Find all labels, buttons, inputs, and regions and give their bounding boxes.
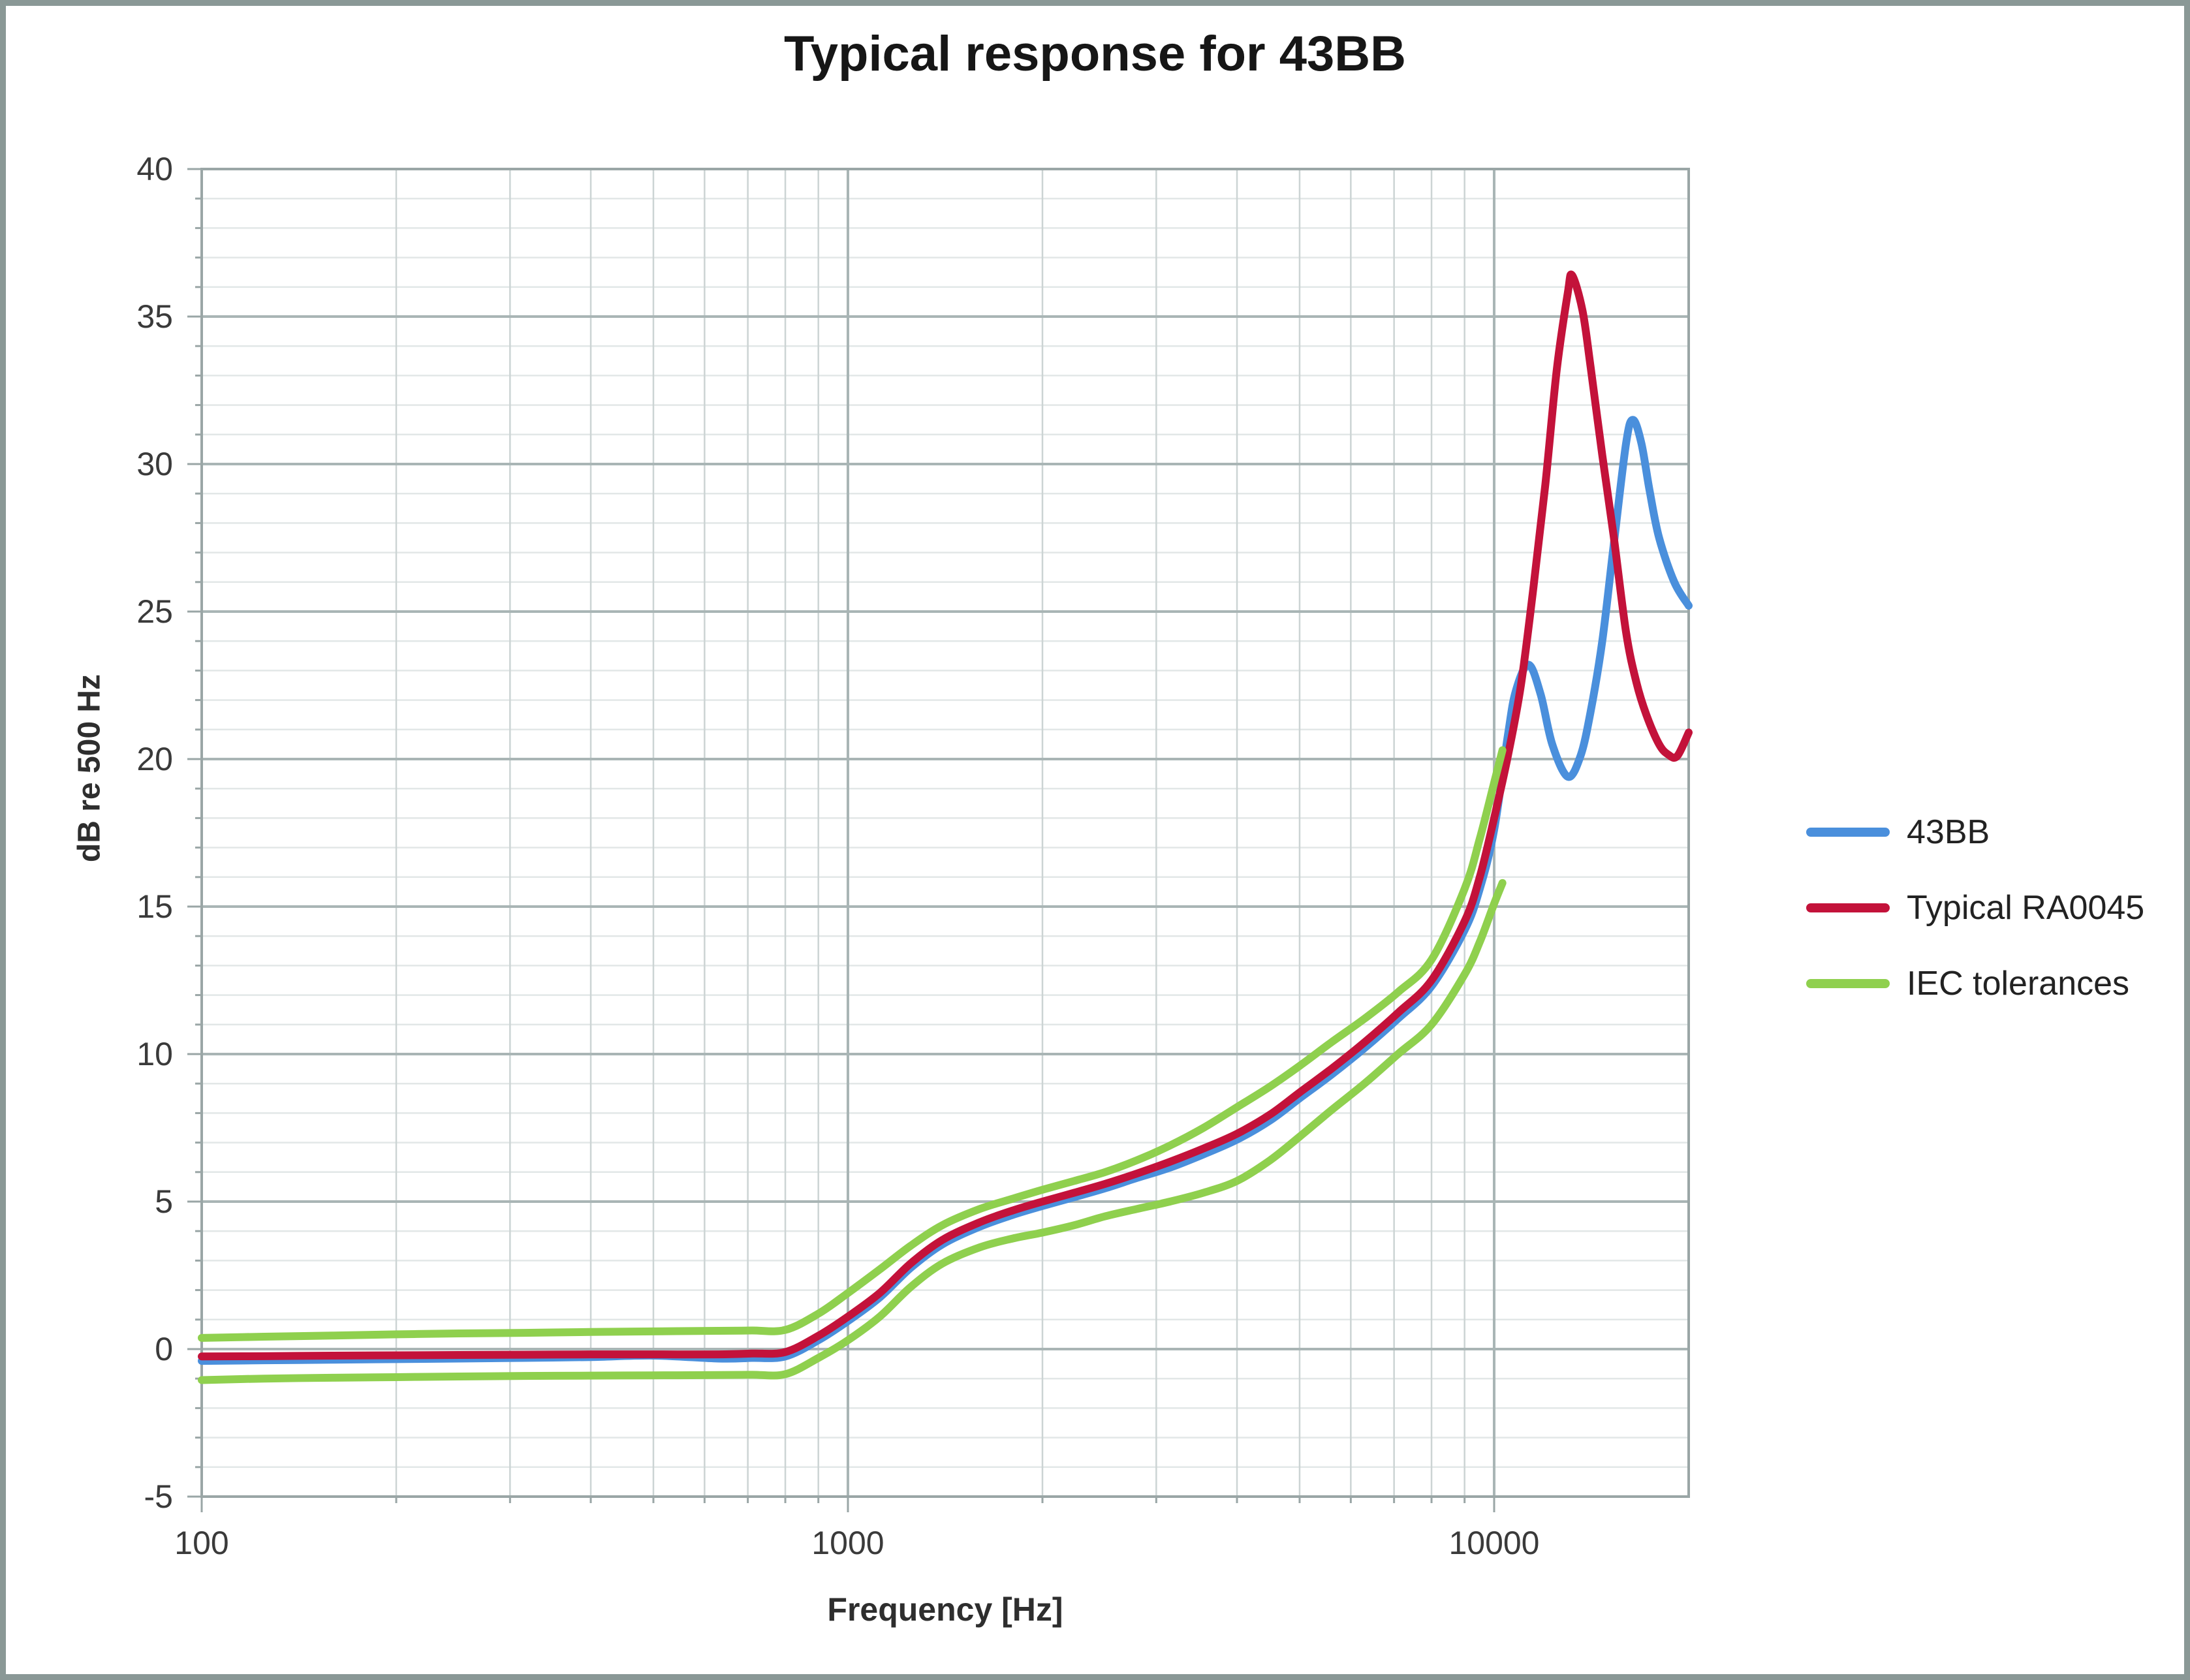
y-tick-label: 10 (136, 1036, 173, 1072)
x-tick-label: 100 (174, 1525, 228, 1561)
axis-ticks (187, 168, 1495, 1512)
y-tick-label: 5 (155, 1183, 173, 1220)
series-iec-tolerances-lower (198, 879, 1507, 1384)
series-iec-tolerances-upper (198, 746, 1507, 1342)
legend-row: 43BB (1806, 813, 2144, 852)
plot-border (200, 168, 1690, 1498)
gridlines-minor (202, 169, 1689, 1497)
legend: 43BB Typical RA0045 IEC tolerances (1806, 813, 2144, 1003)
legend-swatch-typical-ra0045 (1806, 903, 1890, 912)
x-tick-label: 1000 (811, 1525, 884, 1561)
frequency-response-chart: -5 0 5 10 15 20 25 30 35 40 100 1000 10000 (136, 151, 1693, 1561)
y-tick-label: 20 (136, 741, 173, 777)
legend-swatch-43bb (1806, 828, 1890, 837)
legend-label: Typical RA0045 (1907, 889, 2145, 927)
series-typical-ra0045 (198, 270, 1693, 1361)
x-tick-labels: 100 1000 10000 (174, 1525, 1539, 1561)
y-tick-label: 40 (136, 151, 173, 187)
legend-label: 43BB (1907, 813, 1990, 851)
legend-row: IEC tolerances (1806, 964, 2144, 1003)
legend-swatch-iec-tolerances (1806, 979, 1890, 988)
gridlines-major (202, 168, 1689, 1498)
y-tick-label: 25 (136, 593, 173, 630)
legend-label: IEC tolerances (1907, 965, 2130, 1003)
y-tick-label: 15 (136, 888, 173, 925)
x-axis-title: Frequency [Hz] (827, 1591, 1063, 1628)
y-tick-label: -5 (144, 1478, 173, 1515)
y-tick-label: 30 (136, 446, 173, 482)
y-axis-title: dB re 500 Hz (72, 674, 107, 863)
y-tick-labels: -5 0 5 10 15 20 25 30 35 40 (136, 151, 173, 1515)
y-tick-label: 0 (155, 1331, 173, 1367)
y-tick-label: 35 (136, 298, 173, 335)
x-tick-label: 10000 (1448, 1525, 1539, 1561)
chart-title: Typical response for 43BB (783, 26, 1407, 82)
legend-row: Typical RA0045 (1806, 888, 2144, 927)
